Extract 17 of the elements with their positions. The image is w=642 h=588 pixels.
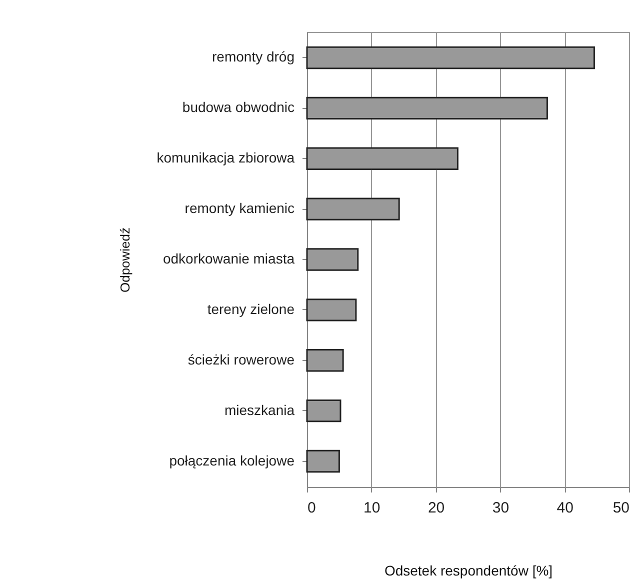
x-tick-label: 30 (492, 500, 510, 516)
y-tick-label: odkorkowanie miasta (162, 250, 295, 266)
y-tick-label: mieszkania (224, 402, 295, 418)
x-tick-label: 50 (612, 500, 630, 516)
x-tick-label: 10 (364, 500, 380, 516)
x-axis-title: Odsetek respondentów [%] (384, 562, 553, 578)
y-tick-label: komunikacja zbiorowa (156, 150, 295, 166)
y-tick-label: połączenia kolejowe (169, 452, 295, 468)
y-tick-label: ścieżki rowerowe (188, 351, 295, 368)
y-tick-label: tereny zielone (207, 300, 295, 317)
y-axis-title: Odpowiedź (118, 227, 132, 293)
y-tick-label: remonty kamienic (184, 200, 294, 216)
x-tick-label: 20 (428, 500, 445, 516)
x-tick-label: 0 (308, 500, 316, 516)
y-tick-label: remonty dróg (212, 48, 294, 65)
x-tick-label: 40 (556, 500, 574, 516)
y-tick-label: budowa obwodnic (182, 99, 294, 116)
